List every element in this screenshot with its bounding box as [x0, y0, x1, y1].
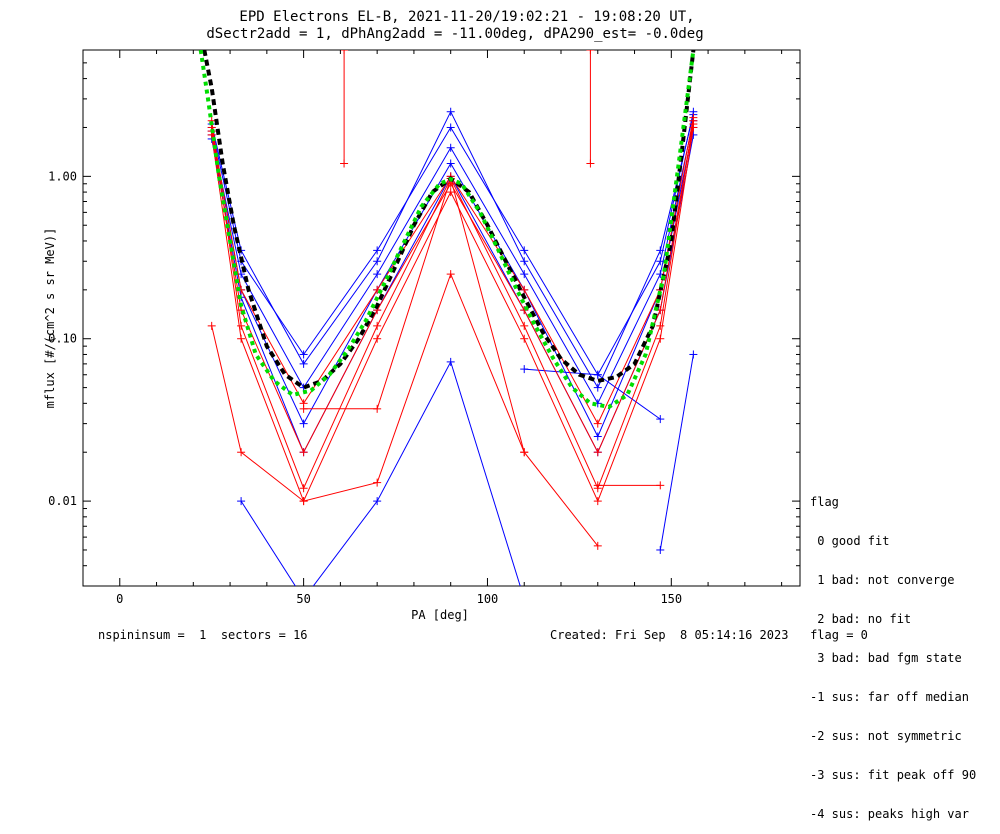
data-point	[299, 404, 308, 413]
data-point	[593, 432, 602, 441]
data-point	[446, 143, 455, 152]
data-point	[656, 545, 665, 554]
data-point	[520, 448, 529, 457]
data-point	[446, 270, 455, 279]
data-point	[446, 123, 455, 132]
data-point	[593, 541, 602, 550]
data-point	[593, 419, 602, 428]
data-point	[373, 478, 382, 487]
data-point	[340, 50, 349, 54]
data-point	[586, 159, 595, 168]
legend-item: 3 bad: bad fgm state	[810, 651, 962, 665]
data-point	[593, 448, 602, 457]
x-tick-label: 150	[660, 592, 682, 606]
series-line	[211, 110, 694, 389]
y-tick-label: 1.00	[48, 169, 77, 183]
data-point	[446, 159, 455, 168]
data-point	[593, 497, 602, 506]
data-point	[373, 321, 382, 330]
data-point	[373, 334, 382, 343]
legend-item: 2 bad: no fit	[810, 612, 912, 626]
footer-left: nspininsum = 1 sectors = 16	[98, 628, 308, 642]
data-point	[340, 159, 349, 168]
data-point	[689, 123, 698, 132]
y-tick-label: 0.01	[48, 494, 77, 508]
data-point	[656, 334, 665, 343]
data-point	[446, 107, 455, 116]
data-point	[520, 257, 529, 266]
data-point	[299, 497, 308, 506]
x-tick-label: 50	[296, 592, 310, 606]
legend-item: -2 sus: not symmetric	[810, 729, 962, 743]
data-point	[656, 321, 665, 330]
series-layer	[198, 50, 698, 603]
data-point	[689, 350, 698, 359]
x-tick-label: 0	[116, 592, 123, 606]
data-point	[593, 481, 602, 490]
data-point	[373, 270, 382, 279]
data-point	[237, 334, 246, 343]
legend-item: -1 sus: far off median	[810, 690, 969, 704]
x-axis-ticks: 0 50 100 150	[116, 50, 783, 606]
legend-item: -3 sus: fit peak off 90	[810, 768, 977, 782]
legend-item: -4 sus: peaks high var	[810, 807, 969, 821]
y-axis-label: mflux [#/(cm^2 s sr MeV)]	[43, 228, 57, 409]
data-point	[656, 415, 665, 424]
data-point	[299, 350, 308, 359]
data-point	[520, 285, 529, 294]
data-point	[446, 188, 455, 197]
data-point	[656, 246, 665, 255]
data-point	[520, 334, 529, 343]
data-point	[299, 419, 308, 428]
legend-item: 1 bad: not converge	[810, 573, 955, 587]
data-point	[520, 321, 529, 330]
chart-title: EPD Electrons EL-B, 2021-11-20/19:02:21 …	[239, 9, 694, 25]
data-point	[446, 357, 455, 366]
data-point	[520, 365, 529, 374]
data-point	[299, 359, 308, 368]
fit-curve-black	[202, 50, 696, 390]
data-point	[237, 321, 246, 330]
data-point	[237, 448, 246, 457]
series-line	[659, 354, 694, 551]
data-point	[586, 50, 595, 54]
data-point	[373, 257, 382, 266]
chart-subtitle: dSectr2add = 1, dPhAng2add = -11.00deg, …	[206, 26, 703, 42]
legend-item: 0 good fit	[810, 534, 890, 548]
data-point	[689, 116, 698, 125]
data-point	[520, 595, 528, 603]
flag-legend: flag 0 good fit 1 bad: not converge 2 ba…	[810, 470, 976, 834]
y-axis-ticks: 0.01 0.10 1.00	[48, 49, 800, 587]
data-point	[373, 246, 382, 255]
data-point	[373, 404, 382, 413]
chart-plot: EPD Electrons EL-B, 2021-11-20/19:02:21 …	[43, 9, 801, 622]
x-axis-label: PA [deg]	[411, 608, 469, 622]
data-point	[593, 370, 602, 379]
series-line	[211, 272, 599, 547]
data-point	[299, 448, 308, 457]
data-point	[237, 497, 246, 506]
series-line	[303, 176, 525, 453]
data-point	[520, 270, 529, 279]
legend-title: flag	[810, 495, 839, 509]
plot-frame	[82, 49, 801, 587]
x-tick-label: 100	[477, 592, 499, 606]
fit-curve-green	[198, 50, 696, 410]
data-point	[520, 246, 529, 255]
data-point	[207, 321, 216, 330]
footer-right: Created: Fri Sep 8 05:14:16 2023 flag = …	[550, 628, 868, 642]
data-point	[656, 481, 665, 490]
data-point	[299, 484, 308, 493]
series-line	[240, 360, 521, 586]
data-point	[373, 497, 382, 506]
y-tick-label: 0.10	[48, 332, 77, 346]
data-point	[593, 383, 602, 392]
